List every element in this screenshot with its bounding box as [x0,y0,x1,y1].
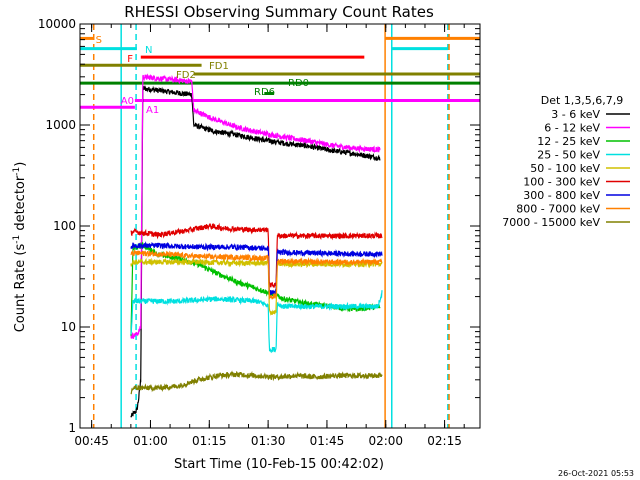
state-bar-label-n: N [145,45,152,56]
legend-title: Det 1,3,5,6,7,9 [541,94,624,107]
y-axis-label: Count Rate (s-1 detector-1) [12,162,28,333]
series-line-1 [130,73,381,339]
chart-title: RHESSI Observing Summary Count Rates [124,3,434,21]
y-axis-label-sup2: -1 [12,167,22,176]
state-bar-label-fd1: FD1 [209,61,229,72]
state-bar-label-rd0: RD0 [288,78,309,89]
legend-label-5: 100 - 300 keV [523,176,600,189]
state-bar-label-a0: A0 [121,96,134,107]
state-bar-label-rd6: RD6 [254,87,275,98]
y-axis-label-part1: Count Rate (s [13,244,28,333]
footer-timestamp: 26-Oct-2021 05:53 [558,469,634,478]
x-tick-label-6: 02:15 [427,434,462,448]
state-bar-label-fd2: FD2 [176,70,196,81]
state-bar-label-s: S [96,35,102,46]
legend-label-1: 6 - 12 keV [544,122,600,135]
legend-label-7: 800 - 7000 keV [516,203,600,216]
x-tick-label-1: 01:00 [133,434,168,448]
series-line-5 [130,222,383,288]
series-line-3 [130,290,383,354]
x-tick-label-4: 01:45 [310,434,345,448]
series-line-8 [130,370,383,395]
series-line-6 [130,241,383,295]
axis-layer: S N F FD1 FD2 RD0 RD6 A0 A1 00:45 01:00 01:15 01:30 0… [38,17,481,448]
series-line-4 [130,257,383,316]
legend-label-3: 25 - 50 keV [537,149,600,162]
state-bar-label-f: F [127,54,133,65]
y-tick-label-3: 1000 [45,118,76,132]
y-tick-label-1: 10 [61,320,76,334]
data-layer [80,24,480,428]
x-tick-label-5: 02:00 [368,434,403,448]
y-tick-label-0: 1 [68,421,76,435]
legend-label-2: 12 - 25 keV [537,135,600,148]
legend-label-4: 50 - 100 keV [530,162,600,175]
y-axis-label-sup1: -1 [12,235,22,244]
legend-label-8: 7000 - 15000 keV [502,216,600,229]
legend-label-0: 3 - 6 keV [551,108,600,121]
series-line-7 [130,248,383,301]
plot-area [80,24,480,428]
x-tick-label-0: 00:45 [74,434,109,448]
legend-label-6: 300 - 800 keV [523,189,600,202]
y-tick-label-4: 10000 [38,17,76,31]
series-line-0 [130,84,381,418]
y-axis-label-part2: detector [13,175,28,235]
x-axis-label: Start Time (10-Feb-15 00:42:02) [174,457,384,472]
y-axis-label-part3: ) [13,162,28,167]
x-tick-label-2: 01:15 [192,434,227,448]
x-tick-label-3: 01:30 [251,434,286,448]
state-bar-label-a1: A1 [146,105,159,116]
y-tick-label-2: 100 [53,219,76,233]
